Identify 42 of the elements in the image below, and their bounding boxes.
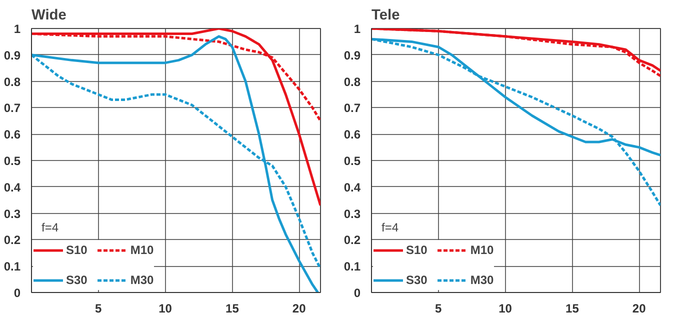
y-tick-label: 0.9: [344, 48, 361, 62]
y-tick-label: 0.4: [344, 180, 361, 194]
y-tick-label: 0.1: [344, 260, 361, 274]
legend-label: S30: [66, 273, 88, 287]
y-tick-label: 0.2: [344, 233, 361, 248]
y-tick-label: 0.5: [344, 154, 361, 168]
y-tick-label: 0.8: [4, 74, 21, 89]
y-tick-label: 0: [14, 286, 21, 300]
x-tick-label: 5: [435, 302, 442, 316]
y-tick-label: 1: [354, 22, 361, 36]
x-tick-label: 15: [566, 302, 580, 316]
x-tick-label: 5: [95, 302, 102, 316]
legend-label: M30: [130, 273, 154, 287]
y-tick-label: 0.1: [4, 260, 21, 274]
y-tick-label: 0.4: [4, 180, 21, 194]
legend-label: S10: [406, 243, 428, 257]
y-tick-label: 0.5: [4, 154, 21, 168]
legend-label: S30: [406, 273, 428, 287]
x-tick-label: 10: [498, 302, 512, 316]
x-tick-label: 20: [632, 302, 646, 316]
legend-label: M10: [130, 243, 154, 257]
chart-title: Wide: [32, 8, 66, 24]
legend-label: S10: [66, 243, 88, 257]
y-tick-label: 0.3: [4, 206, 21, 221]
x-tick-label: 10: [158, 302, 172, 316]
x-tick-label: 20: [292, 302, 306, 316]
legend-label: M10: [470, 243, 494, 257]
legend-label: M30: [470, 273, 494, 287]
y-tick-label: 0.2: [4, 233, 21, 248]
chart-title: Tele: [372, 8, 400, 24]
y-tick-label: 0.7: [4, 101, 21, 116]
y-tick-label: 1: [14, 22, 21, 36]
y-tick-label: 0.9: [4, 48, 21, 62]
y-tick-label: 0.6: [4, 128, 21, 142]
y-tick-label: 0.8: [344, 74, 361, 89]
annotation: f=4: [382, 220, 399, 234]
y-tick-label: 0.6: [344, 128, 361, 142]
y-tick-label: 0.3: [344, 206, 361, 221]
x-tick-label: 15: [226, 302, 240, 316]
y-tick-label: 0.7: [344, 101, 361, 116]
annotation: f=4: [42, 220, 59, 234]
y-tick-label: 0: [354, 286, 361, 300]
